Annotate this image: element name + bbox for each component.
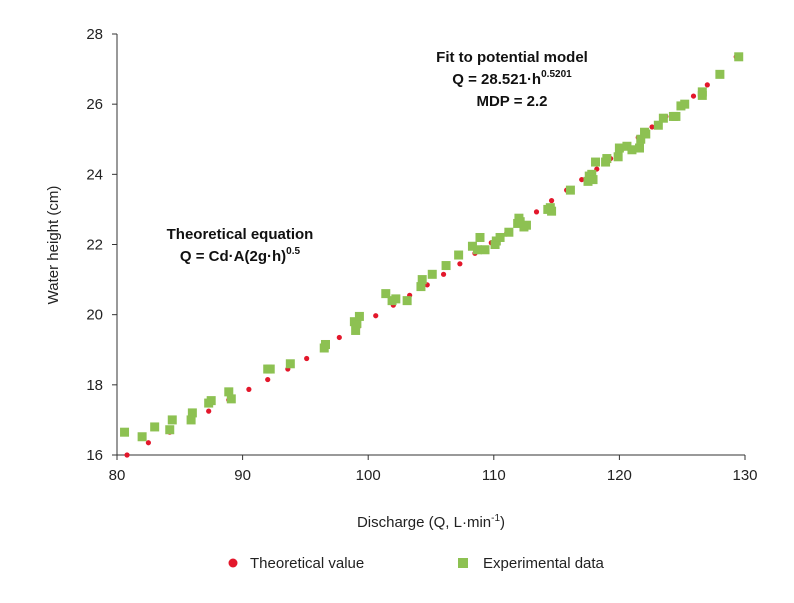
legend: Theoretical value Experimental data bbox=[228, 555, 605, 572]
experimental-point bbox=[224, 387, 234, 397]
experimental-point bbox=[352, 318, 362, 328]
theoretical-point bbox=[124, 452, 130, 458]
theoretical-point bbox=[704, 82, 710, 88]
fit-annotation-mdp: MDP = 2.2 bbox=[476, 93, 547, 110]
experimental-point bbox=[613, 152, 623, 162]
experimental-point bbox=[495, 232, 505, 242]
experimental-point bbox=[475, 232, 485, 242]
experimental-point bbox=[521, 220, 531, 230]
x-tick-label: 130 bbox=[732, 467, 757, 484]
theoretical-point bbox=[206, 408, 212, 414]
experimental-point bbox=[614, 143, 624, 153]
experimental-point bbox=[715, 69, 725, 79]
experimental-point bbox=[150, 422, 160, 432]
y-tick-label: 20 bbox=[86, 307, 103, 324]
theoretical-point bbox=[548, 198, 555, 204]
experimental-point bbox=[381, 289, 391, 299]
legend-marker-experimental bbox=[458, 558, 468, 568]
theory-annotation-title: Theoretical equation bbox=[167, 226, 314, 243]
experimental-point bbox=[515, 217, 525, 227]
experimental-point bbox=[120, 427, 130, 437]
experimental-point bbox=[167, 415, 177, 425]
experimental-point bbox=[622, 141, 632, 151]
experimental-point bbox=[641, 129, 651, 139]
experimental-point bbox=[206, 396, 216, 406]
y-tick-label: 16 bbox=[86, 447, 103, 464]
experimental-point bbox=[697, 87, 707, 97]
experimental-point bbox=[187, 408, 197, 418]
theoretical-point bbox=[440, 271, 447, 277]
y-tick-label: 28 bbox=[86, 26, 103, 43]
series-experimental-data bbox=[120, 52, 744, 442]
experimental-point bbox=[427, 269, 437, 279]
theoretical-point bbox=[246, 386, 252, 392]
experimental-point bbox=[391, 294, 401, 304]
experimental-point bbox=[472, 245, 482, 255]
experimental-point bbox=[351, 325, 361, 335]
theoretical-point bbox=[336, 334, 342, 341]
experimental-point bbox=[547, 206, 557, 216]
theoretical-point bbox=[649, 124, 655, 130]
experimental-point bbox=[671, 111, 681, 121]
experimental-point bbox=[588, 175, 598, 185]
experimental-point bbox=[653, 120, 663, 130]
theoretical-point bbox=[533, 209, 540, 215]
experimental-point bbox=[602, 154, 612, 164]
experimental-point bbox=[265, 364, 275, 374]
experimental-point bbox=[627, 145, 637, 155]
experimental-point bbox=[402, 296, 412, 306]
x-tick-label: 90 bbox=[234, 467, 251, 484]
experimental-point bbox=[591, 157, 601, 167]
experimental-point bbox=[658, 113, 668, 123]
experimental-point bbox=[454, 250, 464, 260]
experimental-point bbox=[441, 261, 451, 271]
experimental-point bbox=[186, 415, 196, 425]
fit-annotation-equation: Q = 28.521·h0.5201 bbox=[452, 69, 572, 88]
x-axis-title: Discharge (Q, L·min-1) bbox=[357, 513, 505, 531]
x-tick-label: 80 bbox=[109, 467, 126, 484]
axis-ticks: 80 90 100 110 120 130 16 18 20 22 24 26 28 bbox=[86, 26, 757, 484]
experimental-point bbox=[285, 359, 295, 369]
legend-label-theoretical: Theoretical value bbox=[250, 555, 364, 572]
experimental-point bbox=[467, 241, 477, 251]
experimental-point bbox=[137, 432, 147, 442]
theoretical-point bbox=[690, 93, 697, 99]
theoretical-point bbox=[265, 376, 271, 383]
experimental-point bbox=[354, 311, 364, 321]
x-tick-label: 120 bbox=[607, 467, 632, 484]
y-tick-label: 22 bbox=[86, 237, 103, 254]
experimental-point bbox=[680, 99, 690, 109]
y-tick-label: 18 bbox=[86, 377, 103, 394]
theoretical-point bbox=[304, 355, 310, 362]
experimental-point bbox=[417, 275, 427, 285]
experimental-point bbox=[565, 185, 575, 195]
theoretical-point bbox=[373, 313, 379, 319]
y-axis-title: Water height (cm) bbox=[45, 186, 62, 305]
experimental-point bbox=[734, 52, 744, 62]
y-tick-label: 24 bbox=[86, 166, 103, 183]
theoretical-point bbox=[457, 261, 463, 267]
experimental-point bbox=[416, 282, 426, 292]
fit-annotation-title: Fit to potential model bbox=[436, 49, 588, 66]
legend-marker-theoretical bbox=[228, 558, 238, 568]
x-tick-label: 110 bbox=[482, 467, 506, 484]
theoretical-point bbox=[145, 440, 151, 446]
x-tick-label: 100 bbox=[356, 467, 381, 484]
experimental-point bbox=[165, 425, 175, 435]
experimental-point bbox=[226, 394, 236, 404]
legend-label-experimental: Experimental data bbox=[483, 555, 605, 572]
experimental-point bbox=[636, 134, 646, 144]
experimental-point bbox=[583, 176, 593, 186]
theory-annotation-equation: Q = Cd·A(2g·h)0.5 bbox=[180, 246, 301, 265]
experimental-point bbox=[634, 143, 644, 153]
y-tick-label: 26 bbox=[86, 96, 103, 113]
theoretical-point bbox=[579, 176, 585, 183]
experimental-point bbox=[504, 227, 514, 237]
experimental-point bbox=[320, 339, 330, 349]
experimental-point bbox=[480, 245, 490, 255]
experimental-point bbox=[587, 169, 597, 179]
